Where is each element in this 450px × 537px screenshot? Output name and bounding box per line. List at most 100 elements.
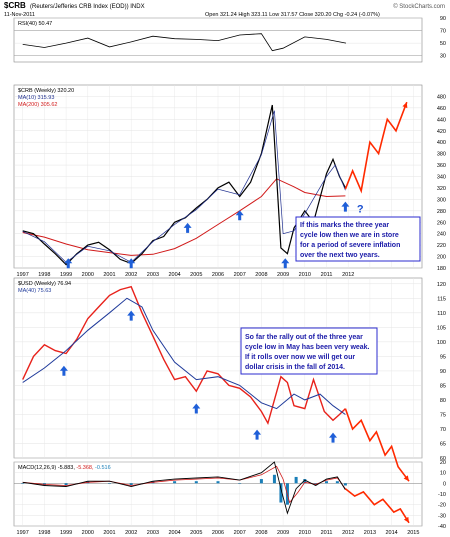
x-tick-label: 2006 — [212, 272, 224, 278]
cycle-low-arrow — [235, 210, 244, 221]
x-tick-label: 2003 — [147, 272, 159, 278]
y-tick-label: 220 — [437, 243, 446, 249]
y-tick-label: 100 — [437, 340, 446, 346]
macd-histogram-bar — [64, 483, 68, 486]
x-tick-label: 2009 — [277, 530, 289, 536]
usd-ma40-line — [22, 297, 346, 415]
x-tick-label: 2012 — [342, 272, 354, 278]
y-tick-label: 30 — [440, 54, 446, 60]
x-tick-label: 2012 — [342, 530, 354, 536]
macd-forecast-arrowhead — [403, 516, 409, 523]
y-tick-label: 280 — [437, 209, 446, 215]
y-tick-label: 0 — [443, 481, 446, 487]
x-tick-label: 1997 — [17, 272, 29, 278]
x-tick-label: 2010 — [299, 272, 311, 278]
macd-histogram-bar — [325, 481, 329, 484]
x-tick-label: 2010 — [299, 530, 311, 536]
cycle-low-arrow — [127, 310, 136, 321]
cycle-low-arrow — [183, 222, 192, 233]
y-tick-label: 70 — [440, 427, 446, 433]
chart-date: 11-Nov-2011 — [4, 12, 35, 18]
annotation-line: cycle low in May has been very weak. — [245, 344, 370, 351]
cycle-low-arrow — [192, 403, 201, 414]
y-tick-label: 95 — [440, 354, 446, 360]
x-tick-label: 2000 — [82, 530, 94, 536]
annotation-box-inflation: If this marks the three year cycle low t… — [295, 216, 421, 262]
cycle-low-arrow — [329, 432, 338, 443]
y-tick-label: 90 — [440, 16, 446, 22]
y-tick-label: 50 — [440, 41, 446, 47]
x-tick-label: 1997 — [17, 530, 29, 536]
usd-price-line — [22, 285, 346, 426]
y-tick-label: 340 — [437, 175, 446, 181]
macd-histogram-bar — [343, 483, 347, 486]
annotation-line: If it rolls over now we will get our — [245, 354, 355, 361]
y-tick-label: 75 — [440, 412, 446, 418]
macd-histogram-bar — [107, 483, 111, 484]
macd-histogram-bar — [194, 481, 198, 484]
y-tick-label: 240 — [437, 232, 446, 238]
crb-ma200-line — [22, 178, 346, 256]
macd-histogram-bar — [259, 479, 263, 484]
y-tick-label: 320 — [437, 186, 446, 192]
x-tick-label: 2014 — [385, 530, 397, 536]
x-tick-label: 2011 — [321, 530, 333, 536]
crb-ma200-legend: MA(200) 305.62 — [18, 102, 57, 108]
macd-histogram-bar — [335, 481, 339, 484]
y-tick-label: 480 — [437, 94, 446, 100]
macd-legend-hist: -0.516 — [95, 465, 111, 471]
macd-line — [22, 461, 346, 515]
rsi-legend: RSI(40) 50.47 — [18, 21, 52, 27]
y-tick-label: 65 — [440, 441, 446, 447]
macd-histogram-bar — [173, 481, 177, 484]
usd-forecast-line — [344, 408, 410, 482]
cycle-low-arrow — [59, 365, 68, 376]
cycle-low-arrow — [127, 258, 136, 269]
x-tick-label: 2004 — [168, 272, 180, 278]
cycle-low-arrow — [64, 258, 73, 269]
x-tick-label: 2002 — [125, 272, 137, 278]
x-tick-label: 2000 — [82, 272, 94, 278]
chart-symbol: $CRB — [4, 1, 26, 10]
x-tick-label: 1998 — [38, 272, 50, 278]
question-mark: ? — [357, 204, 364, 216]
y-tick-label: -20 — [438, 503, 446, 509]
macd-histogram-bar — [279, 483, 283, 503]
rsi-panel — [13, 17, 423, 63]
y-tick-label: -10 — [438, 492, 446, 498]
x-tick-label: 2003 — [147, 530, 159, 536]
rsi-line — [22, 33, 347, 52]
y-tick-label: 400 — [437, 140, 446, 146]
y-tick-label: 380 — [437, 152, 446, 158]
y-tick-label: 260 — [437, 220, 446, 226]
macd-histogram-bar — [272, 474, 276, 484]
usd-legend: $USD (Weekly) 76.94 — [18, 281, 71, 287]
annotation-box-dollar: So far the rally out of the three year c… — [240, 327, 378, 375]
y-tick-label: 90 — [440, 369, 446, 375]
x-tick-label: 2005 — [190, 272, 202, 278]
crb-legend: $CRB (Weekly) 320.20 — [18, 88, 74, 94]
y-tick-label: 20 — [440, 460, 446, 466]
y-tick-label: 420 — [437, 129, 446, 135]
x-tick-label: 2008 — [255, 530, 267, 536]
y-tick-label: 60 — [440, 456, 446, 462]
cycle-low-arrow — [281, 258, 290, 269]
x-tick-label: 1999 — [60, 530, 72, 536]
annotation-line: dollar crisis in the fall of 2014. — [245, 364, 345, 371]
macd-histogram-bar — [238, 483, 242, 484]
crb-ma10-legend: MA(10) 315.93 — [18, 95, 54, 101]
macd-histogram-bar — [303, 479, 307, 484]
annotation-line: So far the rally out of the three year — [245, 334, 363, 341]
x-tick-label: 2008 — [255, 272, 267, 278]
chart-name: (Reuters/Jefferies CRB Index (EOD)) INDX — [30, 4, 145, 10]
macd-histogram-bar — [294, 476, 298, 484]
x-tick-label: 2011 — [321, 272, 333, 278]
x-tick-label: 2001 — [103, 530, 115, 536]
y-tick-label: 200 — [437, 255, 446, 261]
annotation-line: cycle low then we are in store — [300, 232, 399, 239]
y-tick-label: 300 — [437, 197, 446, 203]
macd-legend-signal: -5.368, — [76, 465, 95, 471]
x-tick-label: 1998 — [38, 530, 50, 536]
macd-histogram-bar — [21, 483, 25, 484]
